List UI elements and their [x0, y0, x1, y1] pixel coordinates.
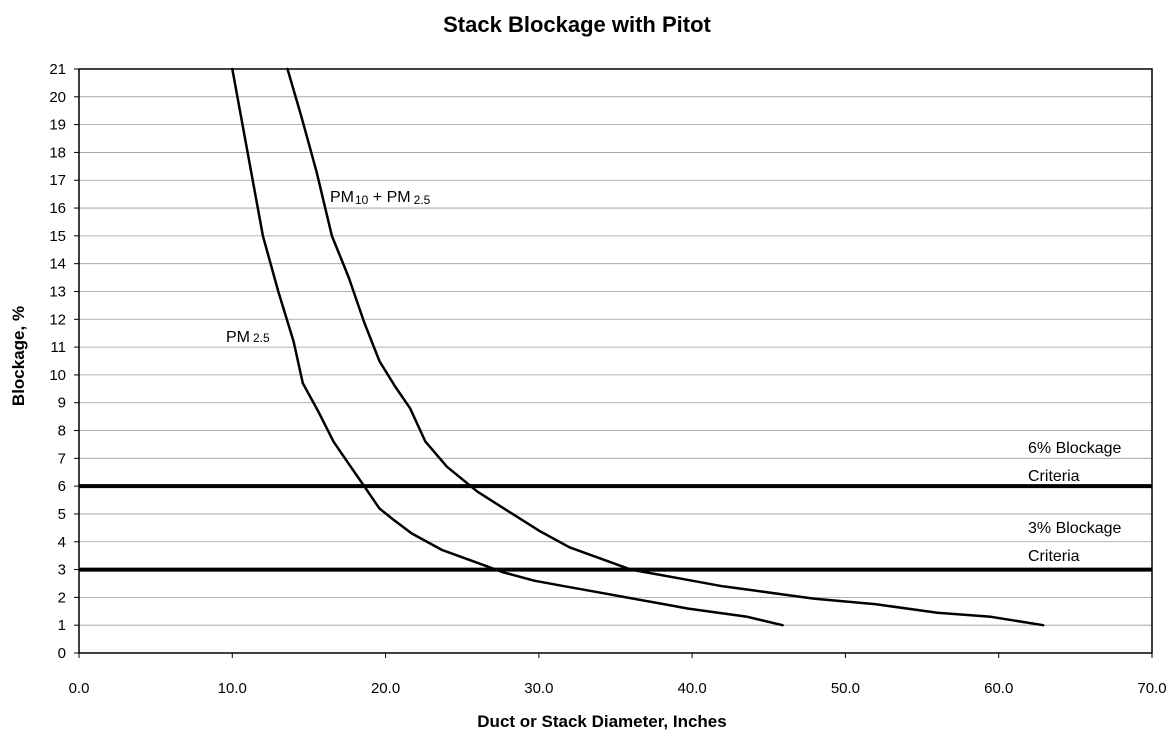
y-tick-label: 1	[58, 617, 66, 634]
ref-label-3-line1: 3% Blockage	[1028, 520, 1121, 537]
y-tick-label: 6	[58, 478, 66, 495]
y-tick-label: 13	[49, 283, 66, 300]
y-tick-label: 8	[58, 423, 66, 440]
ref-label-6-line1: 6% Blockage	[1028, 440, 1121, 457]
ref-label-6-line2: Criteria	[1028, 468, 1080, 485]
series-label-pm25: PM 2.5	[226, 329, 270, 346]
reference-lines	[79, 484, 1152, 572]
x-axis-label: Duct or Stack Diameter, Inches	[477, 712, 726, 730]
y-tick-label: 15	[49, 228, 66, 245]
y-tick-label: 9	[58, 395, 66, 412]
y-tick-label: 20	[49, 89, 66, 106]
plot-area-frame	[78, 68, 1153, 654]
chart-title: Stack Blockage with Pitot	[443, 12, 711, 37]
series-label-pm25b-sub: 2.5	[414, 193, 431, 207]
x-tick-label: 40.0	[678, 680, 707, 697]
gridlines	[79, 96, 1152, 626]
y-tick-label: 7	[58, 450, 66, 467]
series-label-pm10-pm25: PM10 + PM 2.5	[330, 189, 431, 207]
x-tick-label: 50.0	[831, 680, 860, 697]
ref-label-3-line2: Criteria	[1028, 548, 1080, 565]
series-label-pm10-sub: 10	[355, 193, 369, 207]
series-group	[231, 67, 1045, 627]
x-tick-label: 60.0	[984, 680, 1013, 697]
x-tick-label: 20.0	[371, 680, 400, 697]
series-line-1	[286, 67, 1045, 627]
y-tick-label: 11	[50, 339, 66, 356]
y-tick-label: 17	[49, 172, 66, 189]
x-tick-label: 10.0	[218, 680, 247, 697]
y-tick-label: 21	[49, 61, 66, 78]
series-label-plus-pm: + PM	[368, 189, 410, 206]
x-tick-label: 70.0	[1137, 680, 1166, 697]
y-axis-label: Blockage, %	[9, 306, 28, 406]
series-line-0	[231, 67, 784, 627]
x-tick-label: 30.0	[524, 680, 553, 697]
y-tick-label: 4	[58, 534, 66, 551]
y-tick-label: 10	[49, 367, 66, 384]
x-tick-label: 0.0	[69, 680, 90, 697]
series-label-pm10-main: PM	[330, 189, 354, 206]
y-tick-label: 0	[58, 645, 66, 662]
y-tick-label: 5	[58, 506, 66, 523]
series-label-pm25-main: PM	[226, 329, 250, 346]
y-tick-label: 3	[58, 562, 66, 579]
y-tick-label: 16	[49, 200, 66, 217]
y-tick-label: 12	[49, 311, 66, 328]
y-tick-label: 2	[58, 589, 66, 606]
series-label-pm25-sub: 2.5	[253, 331, 270, 345]
y-tick-label: 19	[49, 117, 66, 134]
y-tick-label: 14	[49, 256, 66, 273]
y-tick-label: 18	[49, 144, 66, 161]
